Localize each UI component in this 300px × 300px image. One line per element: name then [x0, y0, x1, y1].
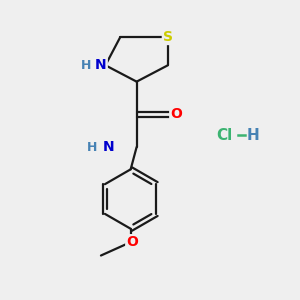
Text: N: N: [95, 58, 107, 72]
Text: N: N: [103, 140, 114, 154]
Text: O: O: [170, 107, 182, 121]
Text: H: H: [81, 59, 91, 72]
Text: S: S: [163, 30, 173, 44]
Text: O: O: [126, 235, 138, 249]
Text: H: H: [87, 140, 97, 154]
Text: H: H: [246, 128, 259, 142]
Text: Cl: Cl: [216, 128, 232, 142]
